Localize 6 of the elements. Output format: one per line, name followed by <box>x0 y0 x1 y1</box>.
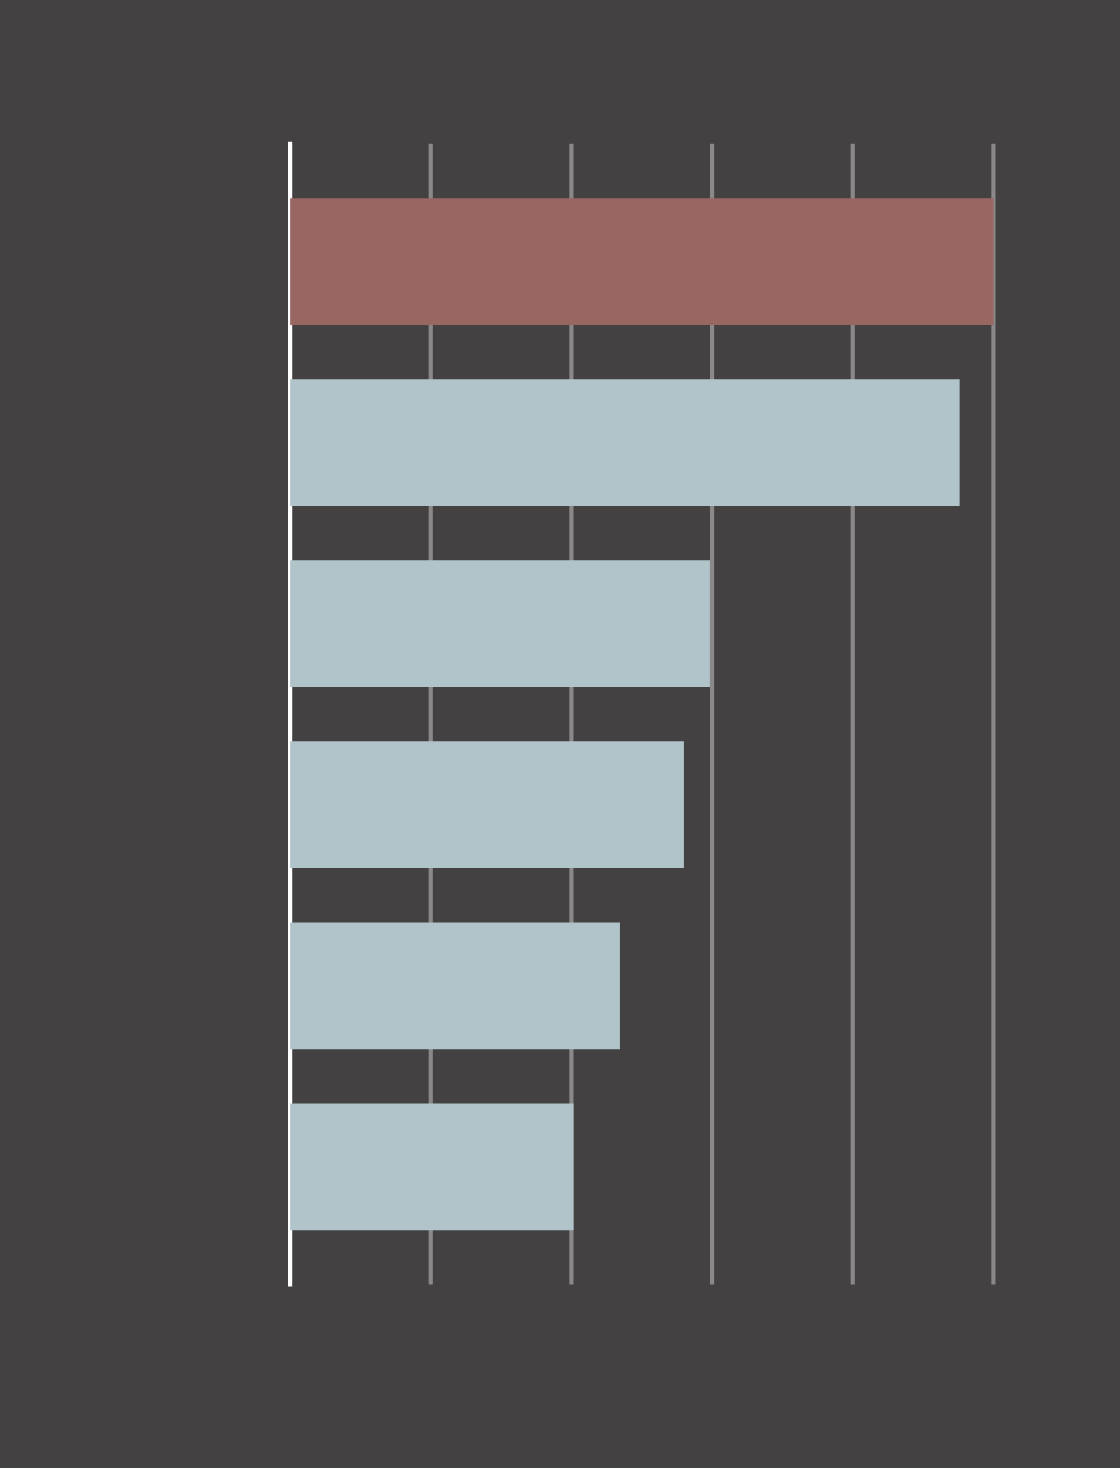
bar <box>290 741 684 869</box>
bar <box>290 922 620 1050</box>
bar <box>290 1103 574 1231</box>
bar <box>290 560 710 688</box>
bar <box>290 198 994 325</box>
bar <box>290 379 960 506</box>
